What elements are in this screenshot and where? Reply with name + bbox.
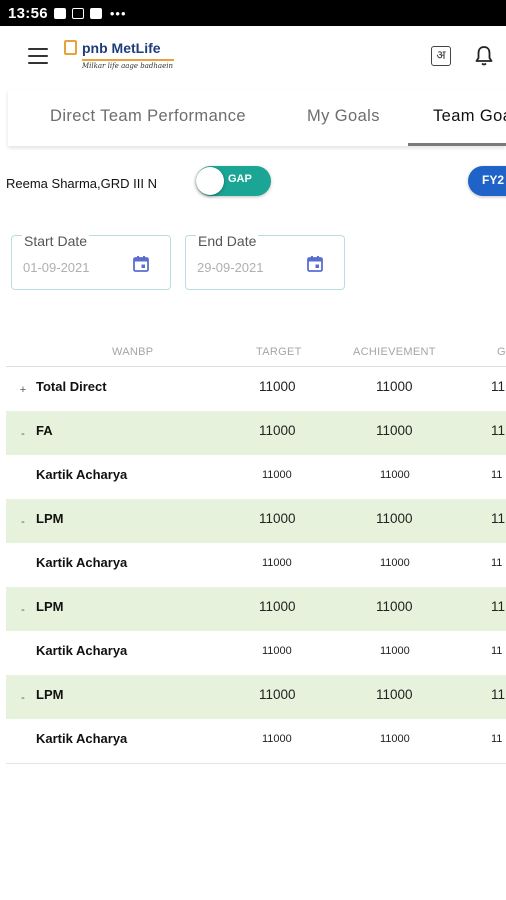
gap-value: 11: [491, 599, 506, 614]
table-header: WANBP TARGET ACHIEVEMENT G: [6, 340, 506, 367]
target-value: 11000: [259, 423, 296, 438]
achievement-value: 11000: [380, 645, 410, 657]
status-time: 13:56: [8, 4, 48, 22]
gap-value: 11: [491, 423, 506, 438]
start-date-value: 01-09-2021: [23, 260, 90, 275]
collapse-icon[interactable]: -: [21, 428, 25, 440]
row-name: FA: [36, 423, 53, 438]
achievement-value: 11000: [376, 379, 413, 394]
fiscal-year-label: FY2: [482, 173, 505, 187]
row-name: Total Direct: [36, 379, 107, 394]
active-tab-indicator: [408, 143, 506, 146]
target-value: 11000: [259, 511, 296, 526]
achievement-value: 11000: [380, 469, 410, 481]
gap-toggle-label: GAP: [228, 173, 252, 185]
row-name: LPM: [36, 599, 64, 614]
agent-row: Kartik Acharya 11000 11000 11: [6, 631, 506, 675]
group-row[interactable]: - LPM 11000 11000 11: [6, 587, 506, 631]
target-value: 11000: [259, 379, 296, 394]
column-header-wanbp: WANBP: [112, 346, 154, 358]
gap-value: 11: [491, 511, 506, 526]
target-value: 11000: [262, 645, 292, 657]
calendar-icon[interactable]: [132, 255, 150, 273]
gap-value: 11: [491, 469, 503, 481]
table-body: + Total Direct 11000 11000 11- FA 11000 11000 11…: [6, 367, 506, 763]
youtube-notification-icon: [89, 7, 102, 19]
row-name: Kartik Acharya: [36, 555, 128, 570]
group-row[interactable]: - FA 11000 11000 11: [6, 411, 506, 455]
gap-toggle[interactable]: GAP: [196, 166, 271, 196]
row-name: LPM: [36, 511, 64, 526]
more-notifications-icon: •••: [109, 5, 127, 21]
agent-row: Kartik Acharya 11000 11000 11: [6, 455, 506, 499]
fiscal-year-button[interactable]: FY2: [468, 166, 506, 196]
logo-tagline: Milkar life aage badhaein: [82, 62, 173, 70]
achievement-value: 11000: [376, 511, 413, 526]
target-value: 11000: [262, 733, 292, 745]
target-value: 11000: [259, 599, 296, 614]
target-value: 11000: [259, 687, 296, 702]
column-header-achievement: ACHIEVEMENT: [353, 346, 436, 358]
app-bar: pnb MetLife Milkar life aage badhaein अ: [0, 26, 506, 88]
gap-value: 11: [491, 645, 503, 657]
end-date-value: 29-09-2021: [197, 260, 264, 275]
collapse-icon[interactable]: -: [21, 604, 25, 616]
agent-row: Kartik Acharya 11000 11000 11: [6, 543, 506, 587]
achievement-value: 11000: [376, 423, 413, 438]
row-name: Kartik Acharya: [36, 467, 128, 482]
status-bar: 13:56 •••: [0, 0, 506, 26]
logo-mark-icon: [64, 40, 77, 55]
achievement-value: 11000: [380, 733, 410, 745]
notification-bell-icon[interactable]: [474, 45, 494, 67]
gap-value: 11: [491, 379, 506, 394]
gallery-notification-icon: [53, 7, 66, 19]
group-row[interactable]: - LPM 11000 11000 11: [6, 499, 506, 543]
end-date-field[interactable]: End Date 29-09-2021: [185, 233, 345, 290]
calendar-icon[interactable]: [306, 255, 324, 273]
target-value: 11000: [262, 557, 292, 569]
achievement-value: 11000: [376, 599, 413, 614]
team-goals-table: WANBP TARGET ACHIEVEMENT G + Total Direct…: [6, 340, 506, 764]
target-value: 11000: [262, 469, 292, 481]
row-name: LPM: [36, 687, 64, 702]
tab-team-goals[interactable]: Team Goals: [433, 107, 506, 125]
menu-icon[interactable]: [28, 48, 48, 64]
table-bottom-divider: [6, 763, 506, 764]
start-date-field[interactable]: Start Date 01-09-2021: [11, 233, 171, 290]
collapse-icon[interactable]: -: [21, 516, 25, 528]
logo-brand: pnb MetLife: [82, 40, 161, 56]
start-date-label: Start Date: [22, 233, 90, 249]
toggle-knob: [196, 167, 224, 195]
achievement-value: 11000: [380, 557, 410, 569]
row-name: Kartik Acharya: [36, 643, 128, 658]
expand-icon[interactable]: +: [19, 384, 27, 396]
gap-value: 11: [491, 687, 506, 702]
group-row[interactable]: - LPM 11000 11000 11: [6, 675, 506, 719]
employee-name: Reema Sharma,GRD III N: [6, 176, 157, 191]
gap-value: 11: [491, 733, 503, 745]
row-name: Kartik Acharya: [36, 731, 128, 746]
tab-direct-team-performance[interactable]: Direct Team Performance: [50, 107, 246, 125]
gap-value: 11: [491, 557, 503, 569]
end-date-label: End Date: [196, 233, 259, 249]
tab-my-goals[interactable]: My Goals: [307, 107, 380, 125]
column-header-target: TARGET: [256, 346, 302, 358]
message-notification-icon: [71, 7, 84, 19]
language-icon[interactable]: अ: [431, 46, 451, 66]
collapse-icon[interactable]: -: [21, 692, 25, 704]
pnb-metlife-logo: pnb MetLife Milkar life aage badhaein: [64, 40, 176, 76]
achievement-value: 11000: [376, 687, 413, 702]
tab-bar: Direct Team Performance My Goals Team Go…: [8, 90, 506, 146]
column-header-gap: G: [497, 346, 506, 358]
agent-row: Kartik Acharya 11000 11000 11: [6, 719, 506, 763]
total-row[interactable]: + Total Direct 11000 11000 11: [6, 367, 506, 411]
